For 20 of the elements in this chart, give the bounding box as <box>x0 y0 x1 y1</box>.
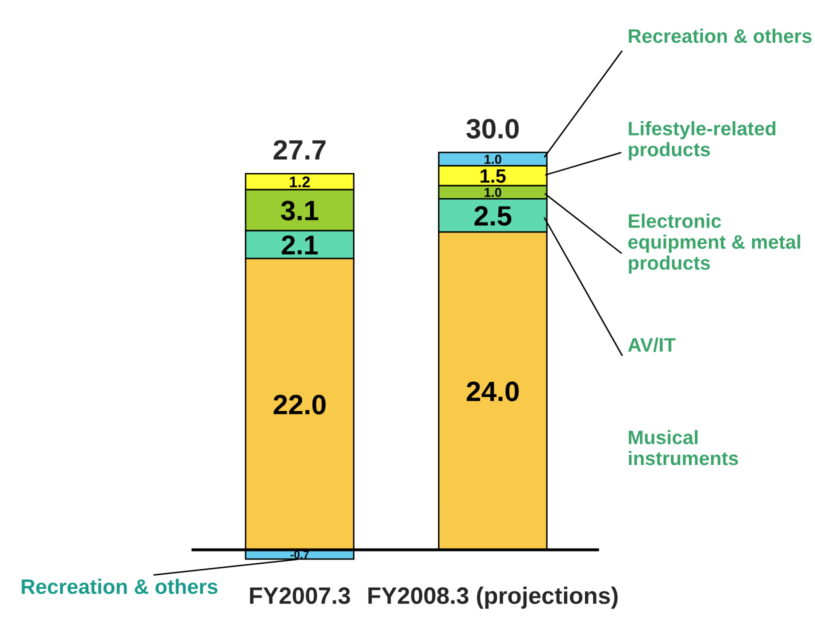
x-tick-label: FY2007.3 <box>250 587 350 604</box>
data-label: 1.0 <box>484 154 502 164</box>
text: Lifestyle-related products <box>628 121 776 160</box>
data-label: -0.7 <box>290 550 309 559</box>
x-tick-label: FY2008.3 (projections) <box>368 586 618 609</box>
text: Musical instruments <box>628 430 738 466</box>
text: Recreation & others <box>628 28 812 43</box>
text: Electronic equipment & metal products <box>628 214 800 274</box>
total-label: 30.0 <box>466 118 519 139</box>
annotation: Recreation & others <box>22 578 218 594</box>
data-label: 1.0 <box>484 188 502 197</box>
total-label: 27.7 <box>274 140 326 160</box>
data-label: 2.1 <box>282 235 318 254</box>
data-label: 3.1 <box>281 200 318 220</box>
data-label: 1.2 <box>290 176 310 188</box>
data-label: 1.5 <box>480 169 506 183</box>
text: AV/IT <box>628 338 676 352</box>
data-label: 24.0 <box>466 382 519 402</box>
data-label: 22.0 <box>274 394 326 414</box>
data-label: 2.5 <box>474 206 512 226</box>
